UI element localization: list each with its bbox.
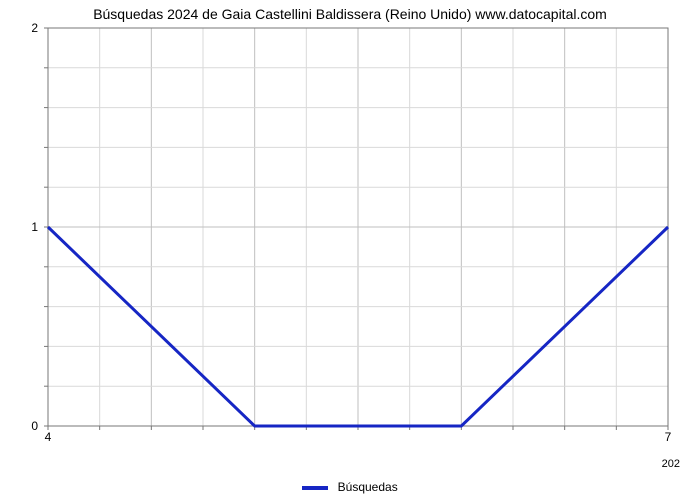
x-tick-label: 7 (665, 430, 672, 444)
legend-label: Búsquedas (338, 480, 398, 494)
chart-container: Búsquedas 2024 de Gaia Castellini Baldis… (0, 0, 700, 500)
secondary-label: 202 (662, 458, 680, 470)
y-tick-label: 2 (0, 21, 38, 35)
legend-swatch (302, 486, 328, 490)
line-chart (0, 0, 700, 500)
y-tick-label: 1 (0, 220, 38, 234)
x-tick-label: 4 (45, 430, 52, 444)
legend: Búsquedas (0, 480, 700, 494)
y-tick-label: 0 (0, 419, 38, 433)
